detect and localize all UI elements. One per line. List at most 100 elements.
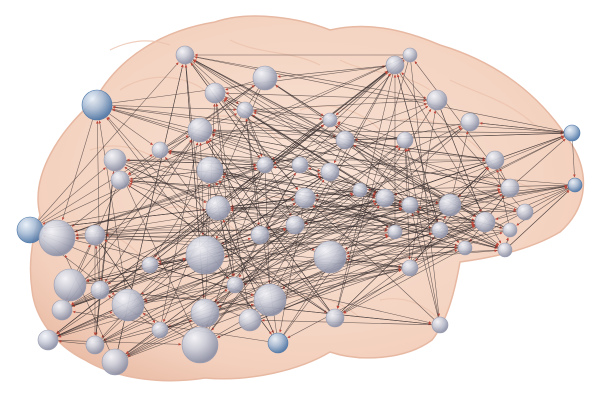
sphere-node-icon: [285, 215, 305, 235]
connection-edge: [127, 263, 316, 357]
connection-edge: [58, 287, 228, 338]
sphere-node-icon: [187, 117, 213, 143]
connection-edge: [253, 109, 565, 133]
connection-edge: [119, 170, 193, 329]
sphere-node-icon: [563, 124, 581, 142]
sphere-node-icon: [375, 188, 395, 208]
connection-edge: [284, 233, 432, 295]
connection-edge: [452, 131, 469, 195]
sphere-node-icon: [175, 45, 195, 65]
sphere-node-icon: [325, 308, 345, 328]
connection-edge: [252, 99, 427, 110]
sphere-node-icon: [38, 219, 76, 257]
connection-edge: [94, 245, 100, 282]
sphere-node-icon: [438, 193, 462, 217]
connection-edge: [411, 213, 439, 318]
connection-edge: [261, 318, 433, 326]
sphere-node-icon: [110, 170, 130, 190]
sphere-node-icon: [111, 288, 145, 322]
connection-edge: [304, 185, 569, 225]
connection-edge: [128, 185, 328, 314]
sphere-node-icon: [401, 196, 419, 214]
sphere-node-icon: [294, 187, 316, 209]
sphere-node-icon: [401, 259, 419, 277]
sphere-node-icon: [426, 89, 448, 111]
connection-edge: [209, 139, 289, 219]
connection-edge: [218, 269, 402, 311]
connection-edge: [225, 92, 428, 100]
connection-edge: [277, 65, 387, 78]
sphere-node-icon: [256, 156, 274, 174]
connection-edge: [499, 168, 507, 181]
sphere-node-icon: [253, 283, 287, 317]
connection-edge: [71, 293, 93, 306]
sphere-node-icon: [291, 156, 309, 174]
sphere-node-icon: [431, 316, 449, 334]
connection-edge: [42, 57, 404, 225]
sphere-node-icon: [457, 240, 473, 256]
connection-edge: [274, 84, 324, 116]
sphere-node-icon: [90, 280, 110, 300]
sphere-node-icon: [385, 55, 405, 75]
connection-edge: [129, 165, 258, 181]
connection-edge: [396, 74, 439, 223]
connection-edge: [336, 123, 518, 209]
sphere-node-icon: [431, 221, 449, 239]
connection-edge: [157, 185, 568, 264]
connection-edge: [84, 175, 322, 279]
connection-edge: [165, 157, 261, 288]
sphere-node-icon: [84, 224, 106, 246]
connection-edge: [506, 237, 509, 244]
connection-edge: [39, 167, 106, 222]
connection-edge: [38, 62, 179, 221]
connection-edge: [335, 70, 389, 116]
connection-edge: [111, 105, 237, 111]
sphere-node-icon: [190, 298, 220, 328]
connection-edge: [76, 244, 91, 271]
connection-edge: [58, 340, 87, 345]
connection-edge: [193, 60, 404, 201]
connection-edge: [509, 190, 570, 246]
sphere-node-icon: [51, 299, 73, 321]
connection-edge: [57, 311, 113, 337]
connection-edge: [166, 85, 255, 146]
sphere-node-icon: [238, 308, 262, 332]
sphere-node-icon: [141, 256, 159, 274]
connection-edge: [190, 62, 261, 159]
connection-edge: [224, 98, 434, 227]
connection-edge: [101, 71, 388, 340]
connection-edge: [495, 213, 518, 221]
connection-edge: [225, 81, 254, 91]
sphere-node-icon: [226, 276, 244, 294]
sphere-node-icon: [37, 329, 59, 351]
connection-edge: [215, 103, 249, 310]
sphere-node-icon: [103, 148, 127, 172]
sphere-node-icon: [402, 47, 418, 63]
sphere-node-icon: [151, 321, 169, 339]
connection-edge: [143, 208, 440, 301]
connection-edge: [218, 180, 330, 312]
connection-edge: [108, 237, 251, 288]
connection-edge: [460, 205, 517, 213]
sphere-node-icon: [335, 130, 355, 150]
connection-edge: [242, 186, 568, 283]
connection-edge: [253, 111, 502, 186]
connection-edge: [80, 139, 192, 273]
connection-edge: [354, 132, 565, 141]
connection-edge: [315, 161, 487, 197]
connection-edge: [129, 180, 433, 230]
sphere-node-icon: [474, 211, 496, 233]
connection-edge: [42, 173, 321, 228]
connection-edge: [193, 56, 427, 100]
connection-edge: [337, 121, 398, 139]
sphere-node-icon: [205, 195, 231, 221]
connection-edge: [442, 215, 446, 223]
connection-edge: [100, 243, 156, 323]
connection-edge: [40, 154, 153, 224]
connection-edge: [407, 148, 438, 223]
connection-edge: [104, 235, 402, 269]
connection-edge: [265, 172, 271, 284]
connection-edge: [95, 120, 101, 282]
